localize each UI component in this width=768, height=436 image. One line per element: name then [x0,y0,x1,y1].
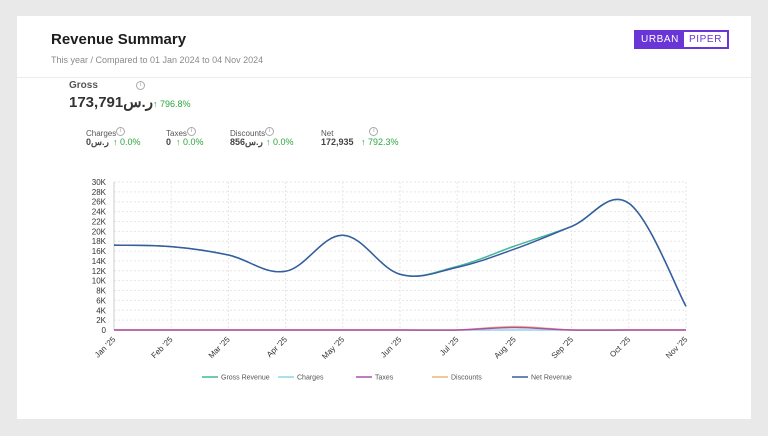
y-tick-label: 8K [96,287,106,296]
metric-label: Discounts [230,129,266,138]
y-tick-label: 28K [92,188,107,197]
legend-label[interactable]: Taxes [375,375,394,382]
y-tick-label: 18K [92,237,107,246]
y-tick-label: 24K [92,208,107,217]
y-tick-label: 12K [92,267,107,276]
series-line-taxes [114,326,686,331]
x-tick-label: Sep '25 [550,335,576,361]
x-tick-label: Jul '25 [438,335,461,358]
legend-label[interactable]: Charges [297,375,324,382]
metric-net: Net i 172,935 ↑ 792.3% [321,123,399,147]
metric-change: ↑ 0.0% [176,137,204,147]
logo-urban: URBAN [636,32,685,47]
x-tick-label: May '25 [320,335,346,361]
info-icon[interactable]: i [265,127,275,137]
card-header: Revenue Summary This year / Compared to … [17,16,751,78]
y-tick-label: 14K [92,257,107,266]
y-tick-label: 26K [92,198,107,207]
metric-value: 172,935 [321,137,354,147]
metric-label: Taxes [166,129,187,138]
y-tick-label: 16K [92,247,107,256]
metric-discounts: Discounts i 856ر.س ↑ 0.0% [230,123,294,147]
y-tick-label: 0 [102,326,107,335]
y-tick-label: 6K [96,296,106,305]
metric-value: 0 [166,137,172,147]
x-tick-label: Aug '25 [492,335,518,361]
metric-label: Net [321,129,334,138]
gross-change: ↑ 796.8% [153,99,191,109]
date-range-subtitle: This year / Compared to 01 Jan 2024 to 0… [51,55,264,65]
info-icon[interactable]: i [186,127,196,137]
metric-value: 856ر.س [230,137,263,147]
legend-label[interactable]: Net Revenue [531,375,572,382]
urbanpiper-logo: URBAN PIPER [634,30,730,49]
metric-change: ↑ 792.3% [361,137,399,147]
y-tick-label: 2K [96,316,106,325]
metric-change: ↑ 0.0% [113,137,141,147]
metric-value: 0ر.س [86,137,109,147]
gross-value: 173,791ر.س [69,94,153,111]
x-tick-label: Mar '25 [207,335,232,360]
x-tick-label: Oct '25 [608,335,632,359]
legend-label[interactable]: Gross Revenue [221,375,270,382]
y-tick-label: 20K [92,227,107,236]
info-icon[interactable]: i [369,127,379,137]
x-tick-label: Jun '25 [379,335,404,360]
info-icon[interactable]: i [136,81,145,90]
y-tick-label: 30K [92,178,107,187]
x-tick-label: Apr '25 [265,335,290,360]
x-tick-label: Feb '25 [150,335,175,360]
info-icon[interactable]: i [116,127,126,137]
metric-label: Charges [86,129,117,138]
legend-label[interactable]: Discounts [451,375,482,382]
logo-piper: PIPER [684,32,728,47]
y-tick-label: 22K [92,217,107,226]
page-title: Revenue Summary [51,31,187,48]
metric-charges: Charges i 0ر.س ↑ 0.0% [86,123,141,147]
series-line-net-revenue [113,198,687,307]
y-tick-label: 10K [92,277,107,286]
x-tick-label: Jan '25 [93,335,118,360]
x-tick-label: Nov '25 [664,335,690,361]
y-tick-label: 4K [96,306,106,315]
metric-taxes: Taxes i 0 ↑ 0.0% [166,123,204,147]
metric-change: ↑ 0.0% [266,137,294,147]
gross-label: Gross [69,80,98,91]
